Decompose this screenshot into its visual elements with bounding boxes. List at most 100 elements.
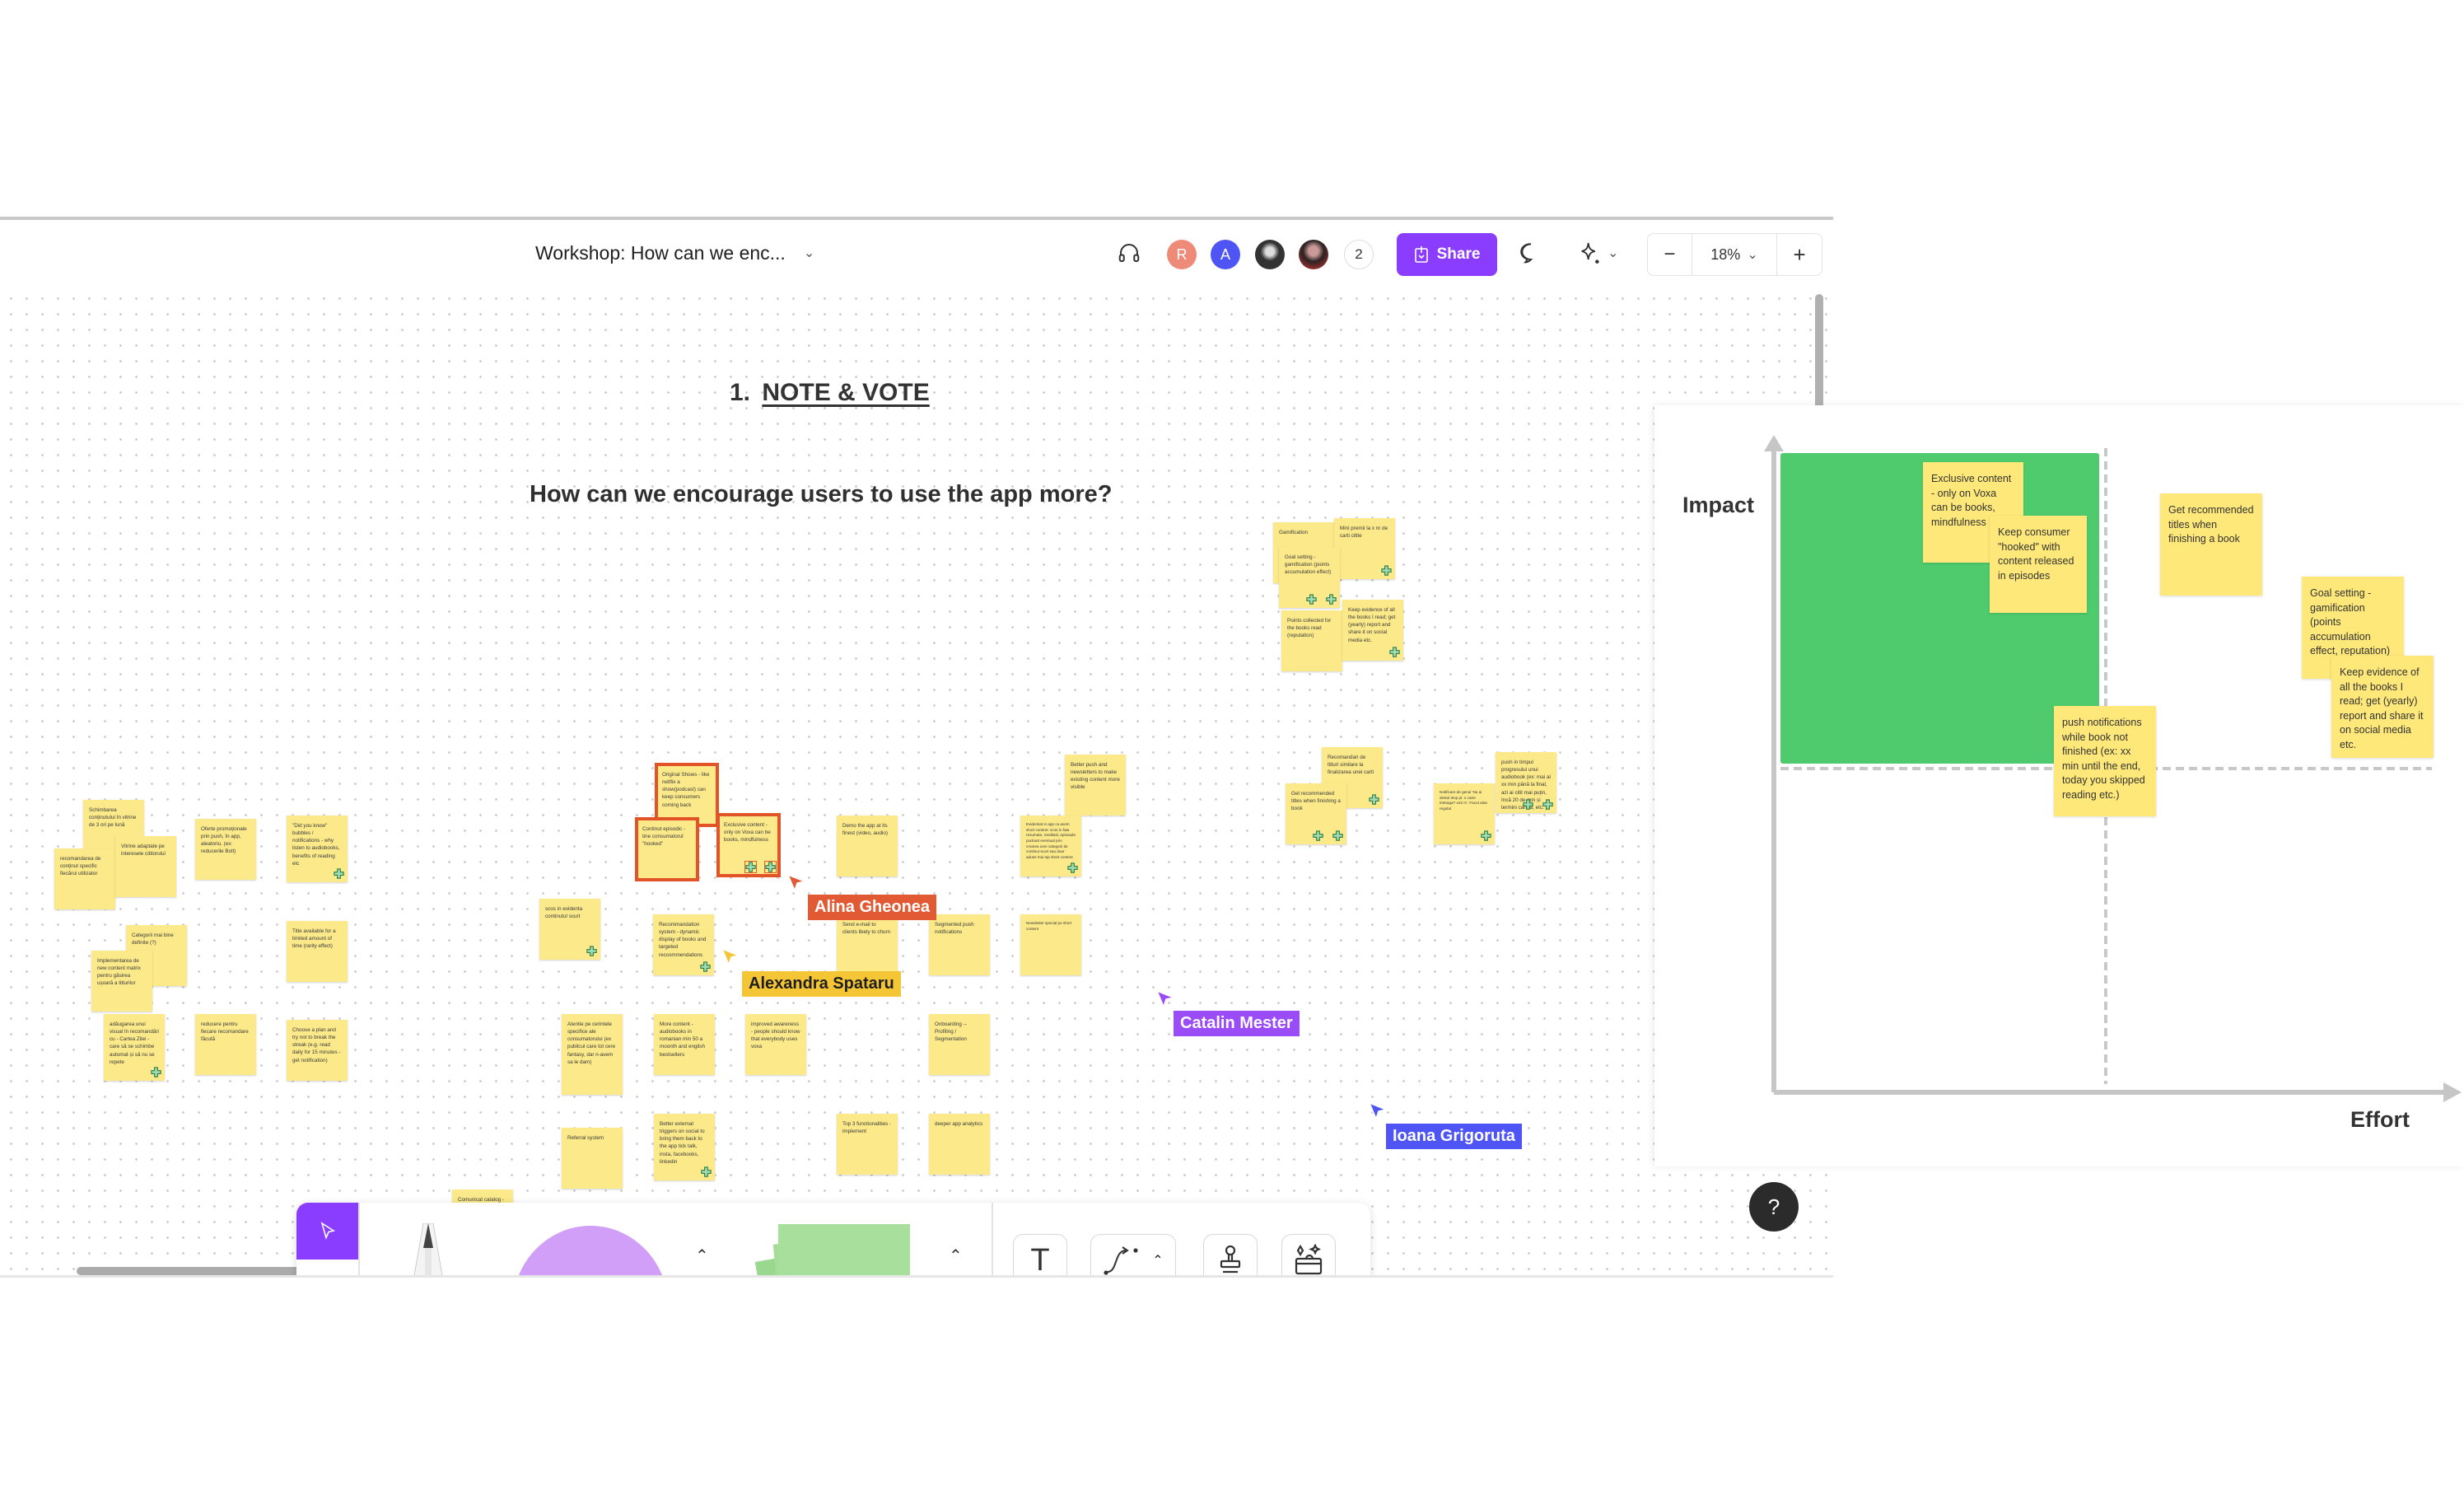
share-button[interactable]: Share: [1397, 233, 1497, 276]
zoom-level-dropdown[interactable]: 18% ⌄: [1692, 234, 1778, 275]
sticky-note-text: Recomandari de titluri similare la final…: [1328, 755, 1374, 776]
sticky-note[interactable]: deeper app analytics: [929, 1114, 990, 1175]
vote-plus-icon[interactable]: [1066, 862, 1079, 874]
vote-plus-icon[interactable]: [700, 1166, 712, 1178]
divider: [358, 1203, 360, 1275]
sticky-note-text: Continut episodic - tine consumatorul "h…: [642, 826, 686, 848]
sticky-note[interactable]: Original Shows - like netflix a show(pod…: [655, 763, 719, 827]
sticky-note[interactable]: Title available for a limited amount of …: [287, 921, 348, 982]
vote-plus-icon[interactable]: [1325, 593, 1337, 605]
sticky-note-text: recomandarea de conținut specific fiecăr…: [60, 856, 101, 877]
vote-plus-icon[interactable]: [333, 867, 345, 880]
sticky-note[interactable]: Send e-mail to clients likely to churn: [837, 914, 898, 975]
vote-plus-icon[interactable]: [699, 961, 712, 973]
cursor-arrow-icon: [786, 873, 807, 893]
sticky-note[interactable]: improved awareness - people should know …: [745, 1014, 806, 1075]
vote-plus-icon[interactable]: [1312, 830, 1324, 842]
x-axis-arrow: [2443, 1082, 2462, 1102]
top-bar: Workshop: How can we enc... ⌄ R A 2 Shar…: [0, 220, 1833, 286]
sticky-note-text: Points collected for the books read (rep…: [1287, 618, 1332, 639]
matrix-sticky-note[interactable]: Keep evidence of all the books I read; g…: [2331, 656, 2434, 758]
sticky-note-text: Get recommended titles when finishing a …: [1291, 791, 1341, 812]
ai-sparkle-menu[interactable]: ⌄: [1576, 220, 1618, 286]
stamp-icon: [1220, 1245, 1241, 1274]
matrix-sticky-note[interactable]: push notifications while book not finish…: [2054, 706, 2156, 816]
zoom-control: − 18% ⌄ +: [1647, 233, 1822, 276]
vote-plus-icon[interactable]: [1522, 798, 1534, 811]
stamp-tool[interactable]: [1203, 1234, 1258, 1275]
vote-plus-icon[interactable]: [1332, 830, 1344, 842]
chevron-down-icon: ⌄: [1608, 246, 1619, 260]
sticky-note[interactable]: Points collected for the books read (rep…: [1281, 610, 1342, 671]
zoom-out-button[interactable]: −: [1648, 234, 1692, 275]
sticky-note[interactable]: Demo the app at its finest (video, audio…: [837, 816, 898, 876]
vertical-scrollbar[interactable]: [1815, 294, 1823, 409]
avatar-photo[interactable]: [1255, 240, 1285, 269]
sticky-note-text: Notificare de genul 'Nu ai destul timp p…: [1440, 790, 1487, 811]
vote-plus-icon[interactable]: [1480, 830, 1492, 842]
connector-tool[interactable]: ⌃: [1090, 1234, 1176, 1275]
sticky-note[interactable]: Vitrine adaptate pe interesele cititorul…: [115, 836, 176, 897]
sticky-note-text: Recommandation system - dynamic display …: [659, 922, 707, 958]
vote-plus-icon[interactable]: [764, 861, 777, 873]
sticky-note[interactable]: Onboarding -- Profiling / Segmentation: [929, 1014, 990, 1075]
vote-plus-icon[interactable]: [1380, 564, 1393, 577]
matrix-sticky-note[interactable]: Keep consumer "hooked" with content rele…: [1990, 516, 2087, 613]
bottom-toolbar: ⌃ ⌃ T ⌃: [296, 1203, 1370, 1278]
vote-plus-icon[interactable]: [1542, 798, 1554, 811]
sticky-note-text: Implementarea de new content matrix pent…: [97, 958, 141, 987]
select-tool[interactable]: [296, 1203, 358, 1260]
cursor-name-label: Catalin Mester: [1174, 1011, 1300, 1036]
avatar-photo[interactable]: [1299, 240, 1328, 269]
chevron-up-icon: ⌃: [1152, 1254, 1164, 1268]
vote-plus-icon[interactable]: [150, 1066, 162, 1078]
share-icon: [1414, 246, 1428, 263]
hand-icon: [315, 1274, 340, 1278]
sparkle-icon: [1581, 242, 1599, 264]
sticky-note-text: push in timpul progresului unui audioboo…: [1501, 760, 1551, 811]
sticky-note[interactable]: Evidentiat in app ca avem short content:…: [1020, 816, 1081, 876]
sticky-note[interactable]: adăugarea unui visual în recomandări cu …: [104, 1014, 165, 1081]
pen-tool[interactable]: [404, 1222, 453, 1275]
sticky-note[interactable]: More content - audiobooks in romanian mi…: [654, 1014, 715, 1075]
zoom-in-button[interactable]: +: [1793, 241, 1806, 267]
sticky-note-tool[interactable]: [754, 1224, 910, 1275]
vote-plus-icon[interactable]: [744, 861, 757, 873]
ai-template-tool[interactable]: [1281, 1234, 1336, 1275]
sticky-note-text: Send e-mail to clients likely to churn: [842, 922, 891, 936]
divider: [992, 1203, 993, 1275]
vote-plus-icon[interactable]: [1388, 646, 1401, 658]
sticky-note[interactable]: recomandarea de conținut specific fiecăr…: [54, 848, 115, 909]
question-heading: How can we encourage users to use the ap…: [530, 481, 1113, 507]
vote-plus-icon[interactable]: [1368, 793, 1380, 806]
document-title-menu[interactable]: Workshop: How can we enc... ⌄: [535, 220, 814, 286]
more-users-count[interactable]: 2: [1344, 240, 1374, 269]
vote-plus-icon[interactable]: [586, 945, 598, 957]
shapes-tool[interactable]: [512, 1226, 669, 1275]
sticky-note[interactable]: Better push and newsletters to make exis…: [1065, 755, 1126, 816]
sticky-note[interactable]: Choose a plan and try not to break the s…: [287, 1020, 348, 1081]
sticky-note-text: Goal setting - gamification (points accu…: [1285, 554, 1332, 576]
sticky-note[interactable]: Newsletter special pe short content: [1020, 914, 1081, 975]
vote-plus-icon[interactable]: [1305, 593, 1318, 605]
avatar-a[interactable]: A: [1211, 240, 1240, 269]
sticky-note[interactable]: Oferte promoționale prin push, în app, a…: [195, 819, 256, 880]
y-axis-arrow: [1764, 435, 1784, 451]
avatar-r[interactable]: R: [1167, 240, 1197, 269]
matrix-sticky-note[interactable]: Get recommended titles when finishing a …: [2160, 493, 2262, 596]
sticky-note[interactable]: Top 3 functionalities - implement: [837, 1114, 898, 1175]
sticky-note[interactable]: Implementarea de new content matrix pent…: [91, 951, 152, 1012]
comment-icon[interactable]: [1518, 220, 1544, 286]
sticky-note[interactable]: Continut episodic - tine consumatorul "h…: [635, 817, 699, 881]
sticky-note[interactable]: Referral system: [562, 1128, 623, 1189]
sticky-expand-chevron[interactable]: ⌃: [949, 1247, 963, 1265]
headphones-icon[interactable]: [1117, 220, 1141, 286]
sticky-note[interactable]: reducere pentru fiecare recomandare făcu…: [195, 1014, 256, 1075]
shapes-expand-chevron[interactable]: ⌃: [695, 1247, 709, 1265]
sticky-note[interactable]: Segmented push notifications: [929, 914, 990, 975]
board-canvas[interactable]: 1. NOTE & VOTE How can we encourage user…: [0, 286, 1833, 1278]
help-button[interactable]: ?: [1749, 1182, 1799, 1232]
text-tool[interactable]: T: [1013, 1234, 1067, 1275]
hand-tool[interactable]: [296, 1260, 358, 1278]
sticky-note[interactable]: Atentie pe cerintele specifice ale consu…: [562, 1014, 623, 1095]
